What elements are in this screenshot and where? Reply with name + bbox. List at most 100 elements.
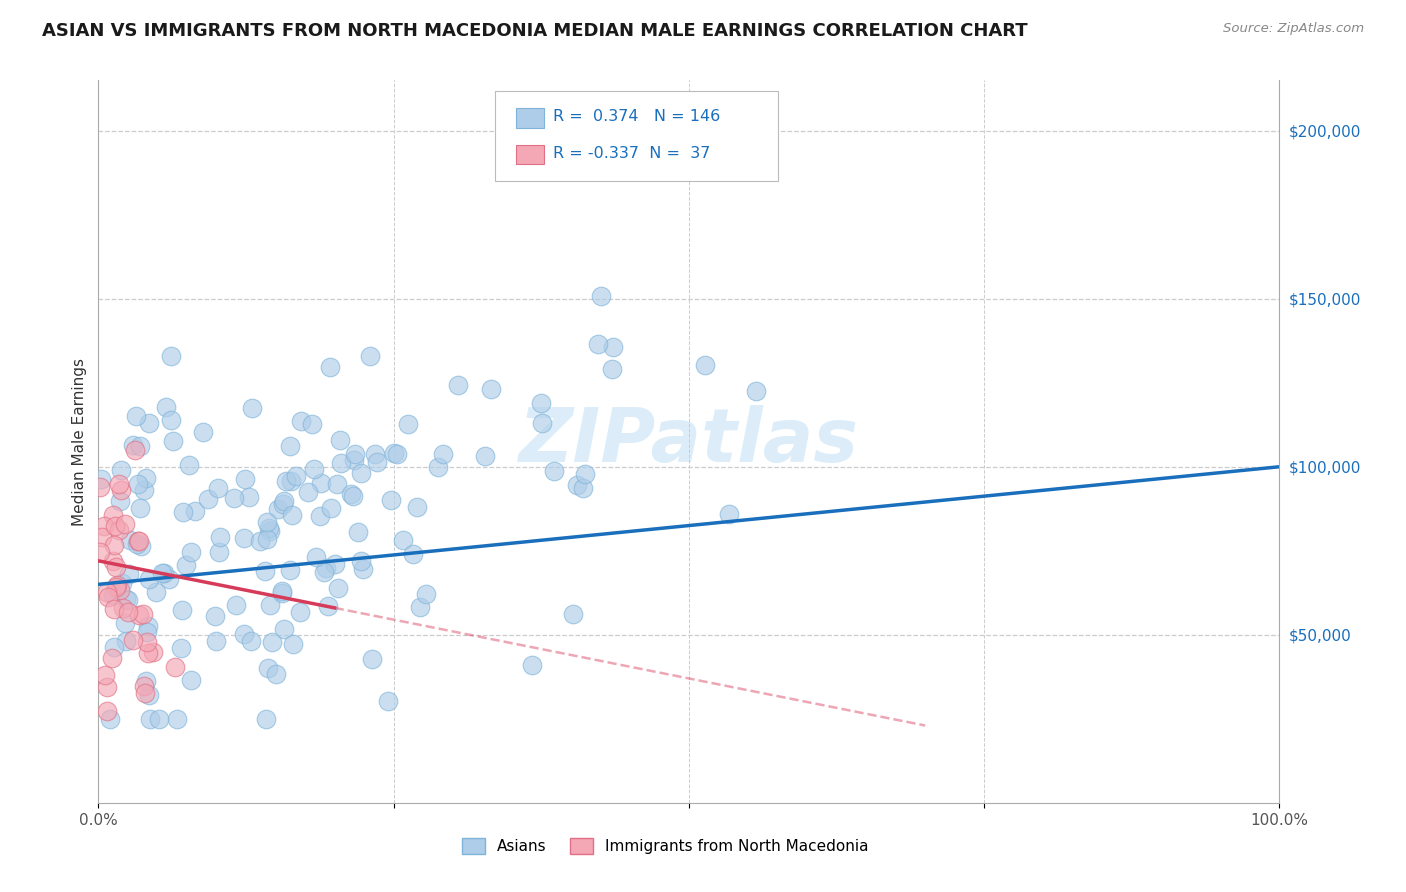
Point (114, 516, 136, 531)
Point (302, 462, 325, 476)
Point (297, 485, 319, 500)
Point (184, 504, 207, 518)
Point (366, 455, 388, 469)
Point (359, 349, 381, 363)
Point (718, 507, 741, 521)
Point (271, 497, 294, 511)
Point (257, 521, 280, 535)
Y-axis label: Median Male Earnings: Median Male Earnings (72, 358, 87, 525)
Point (257, 661, 280, 675)
Point (408, 599, 430, 614)
Point (89, 545, 111, 559)
Point (315, 560, 337, 574)
Point (180, 673, 202, 687)
Point (139, 712, 162, 726)
Point (271, 584, 294, 599)
Point (474, 449, 496, 463)
Point (304, 549, 326, 564)
Point (330, 456, 353, 470)
Point (117, 566, 139, 581)
Point (240, 401, 263, 415)
Point (254, 712, 277, 726)
Point (326, 476, 349, 491)
Text: ASIAN VS IMMIGRANTS FROM NORTH MACEDONIA MEDIAN MALE EARNINGS CORRELATION CHART: ASIAN VS IMMIGRANTS FROM NORTH MACEDONIA… (42, 22, 1028, 40)
Point (239, 634, 262, 648)
Text: Source: ZipAtlas.com: Source: ZipAtlas.com (1223, 22, 1364, 36)
Point (180, 545, 202, 559)
Point (695, 359, 717, 373)
Point (127, 477, 149, 491)
Point (128, 608, 150, 623)
Point (128, 533, 150, 548)
Point (162, 434, 184, 449)
Point (572, 482, 595, 496)
Point (205, 633, 228, 648)
Point (273, 622, 295, 636)
Point (225, 598, 247, 612)
Point (288, 605, 311, 619)
Point (280, 508, 302, 522)
Point (110, 463, 132, 477)
Point (127, 537, 149, 551)
Point (256, 533, 278, 547)
Point (101, 508, 124, 523)
Point (479, 382, 502, 396)
Point (312, 565, 335, 579)
Point (117, 605, 139, 619)
Point (290, 414, 312, 428)
Point (135, 471, 157, 485)
Point (301, 417, 323, 431)
Point (174, 558, 197, 573)
Point (134, 679, 156, 693)
Point (166, 712, 188, 726)
Point (90, 472, 112, 486)
Point (238, 490, 260, 504)
Point (402, 548, 425, 562)
Point (124, 409, 146, 423)
Point (103, 601, 125, 615)
Point (744, 384, 766, 399)
Point (382, 445, 405, 459)
Point (96, 681, 118, 695)
Point (249, 533, 271, 548)
Point (280, 474, 302, 488)
Point (392, 533, 415, 547)
Point (256, 515, 278, 529)
Point (567, 478, 589, 492)
Point (530, 416, 553, 430)
Point (278, 439, 301, 453)
Point (319, 500, 342, 515)
Point (97, 590, 120, 604)
Point (326, 581, 349, 595)
Point (224, 491, 246, 506)
Point (254, 564, 277, 578)
Point (259, 598, 281, 612)
Point (426, 459, 449, 474)
Point (107, 477, 129, 491)
Point (235, 472, 257, 486)
Point (96, 585, 118, 599)
Point (271, 585, 294, 599)
Point (129, 539, 152, 553)
Point (128, 439, 150, 453)
Point (136, 646, 159, 660)
Point (274, 474, 297, 488)
Point (197, 492, 219, 507)
Point (122, 438, 145, 452)
Point (118, 533, 141, 548)
Point (589, 289, 612, 303)
Point (148, 712, 170, 726)
Point (415, 587, 437, 601)
Point (170, 641, 193, 656)
Point (135, 635, 157, 649)
Point (316, 599, 339, 613)
Point (122, 633, 145, 648)
Point (101, 651, 124, 665)
Point (159, 350, 181, 364)
Point (208, 530, 231, 544)
Point (364, 447, 387, 461)
Point (329, 434, 352, 448)
Text: R = -0.337  N =  37: R = -0.337 N = 37 (553, 146, 710, 161)
Point (208, 545, 231, 559)
Text: ZIPatlas: ZIPatlas (519, 405, 859, 478)
